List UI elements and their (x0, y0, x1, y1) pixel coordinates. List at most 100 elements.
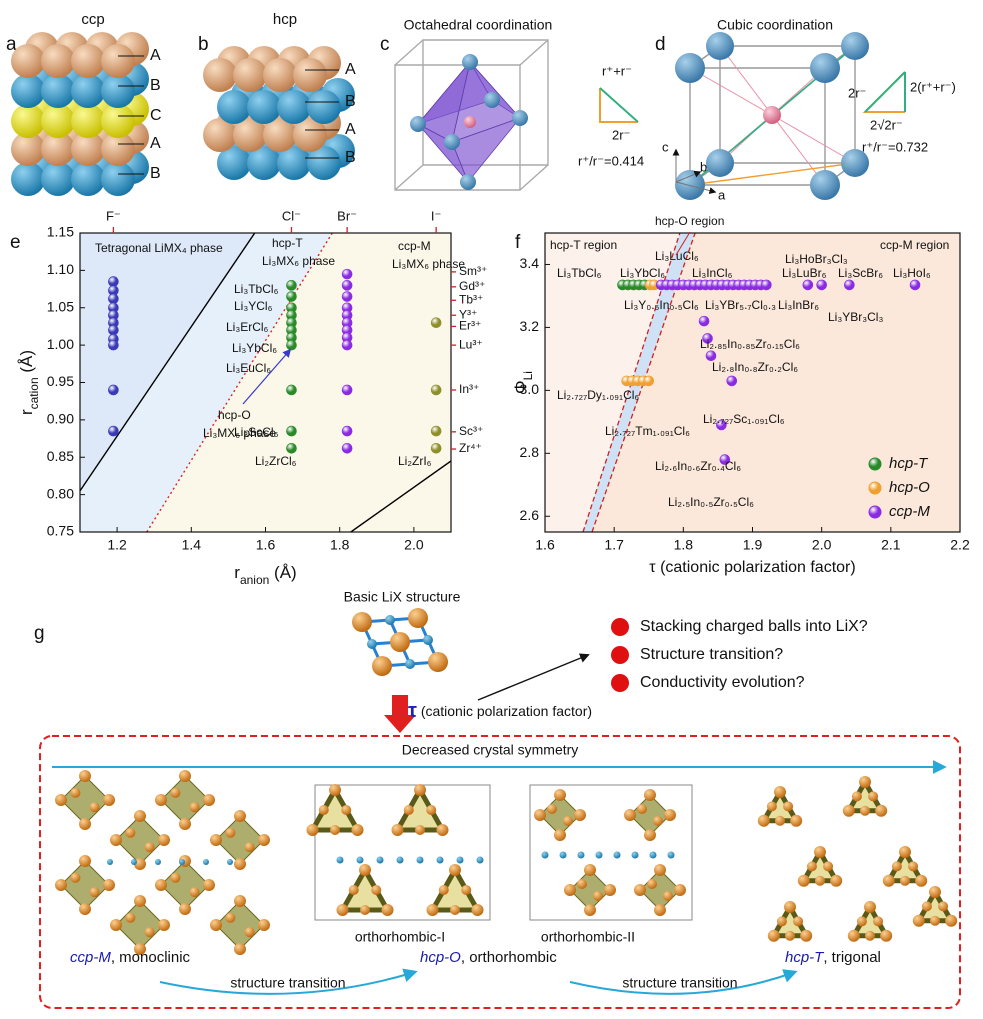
atom (330, 825, 340, 835)
triangle-label: r⁺+r⁻ (602, 63, 632, 78)
octahedron (215, 900, 265, 950)
layer-label: B (150, 77, 161, 94)
boundary-line (591, 233, 696, 532)
atom (79, 770, 91, 782)
atom (793, 916, 804, 927)
axis-title: ranion (Å) (234, 563, 296, 587)
atom (307, 90, 341, 124)
transition-label: structure transition (230, 975, 345, 991)
atom (436, 824, 449, 836)
compound-label: Li₃EuCl₆ (226, 361, 271, 375)
layer-label: C (150, 107, 162, 124)
atom (329, 784, 341, 796)
y-tick-label: 0.85 (47, 448, 74, 464)
data-point (430, 442, 442, 454)
region (545, 233, 680, 532)
atom (851, 791, 862, 802)
x-tick-label: 1.6 (535, 537, 555, 553)
data-point (341, 384, 353, 396)
atom (360, 905, 370, 915)
cation-label: Sc³⁺ (459, 424, 483, 438)
data-point (108, 339, 119, 351)
triangle-label: 2r⁻ (848, 85, 866, 100)
atom (891, 861, 902, 872)
cation-label: Sm³⁺ (459, 264, 487, 278)
atom (428, 652, 448, 672)
atom (70, 787, 81, 798)
atom (634, 884, 646, 896)
y-tick-label: 2.8 (520, 444, 540, 460)
region-label: hcp-T region (550, 238, 617, 252)
region-label: Li₃MX₆ phase (203, 426, 276, 440)
panel-title: Octahedral coordination (404, 17, 553, 33)
atom (170, 787, 181, 798)
compound-label: Li₂.₈₅In₀.₈₅Zr₀.₁₅Cl₆ (700, 337, 800, 351)
atom (381, 904, 394, 916)
y-tick-label: 2.6 (520, 507, 540, 523)
compound-label: Li₃YCl₆ (234, 299, 273, 313)
compound-label: Li₃InBr₆ (778, 298, 819, 312)
atom (577, 851, 585, 859)
axis-label: a (718, 187, 726, 202)
octahedron (115, 815, 165, 865)
atom (41, 74, 75, 108)
panel-label: d (655, 34, 666, 55)
atom (408, 608, 428, 628)
compound-label: Li₂ZrI₆ (398, 454, 432, 468)
bullet (611, 618, 629, 636)
compound-label: Li₃LuBr₆ (782, 266, 827, 280)
triangle-label: 2r⁻ (612, 127, 630, 142)
x-tick-label: 2.0 (404, 537, 424, 553)
data-point (643, 375, 655, 387)
atom (912, 914, 925, 927)
layer-label: A (150, 135, 161, 152)
atom (830, 874, 843, 887)
atom (71, 132, 105, 166)
data-point (286, 442, 297, 454)
atom (882, 874, 895, 887)
data-point (341, 442, 353, 454)
atom (654, 904, 666, 916)
panel-title: hcp (273, 11, 297, 28)
phase-kind: , orthorhombic (461, 949, 557, 966)
atom (144, 927, 155, 938)
atom (577, 879, 587, 889)
anion-label: F⁻ (106, 208, 121, 223)
compound-label: Li₃TbCl₆ (234, 282, 279, 296)
atom (462, 54, 478, 70)
layer-label: A (150, 47, 161, 64)
atom (179, 770, 191, 782)
atom (234, 943, 246, 955)
atom (41, 44, 75, 78)
atom (450, 905, 460, 915)
atom (541, 851, 549, 859)
atom (55, 794, 67, 806)
cation-label: Gd³⁺ (459, 279, 485, 293)
atom (584, 864, 596, 876)
axis-sub: Li (521, 371, 535, 380)
atom (11, 74, 45, 108)
cell-label: orthorhombic-II (541, 929, 635, 945)
atom (484, 92, 500, 108)
data-point (341, 280, 353, 291)
atom (55, 879, 67, 891)
atom (860, 805, 870, 816)
compound-label: Li₃HoI₆ (893, 266, 931, 280)
line (675, 170, 702, 183)
atom (841, 32, 869, 60)
y-tick-label: 1.05 (47, 298, 74, 314)
symmetry-label: Decreased crystal symmetry (402, 742, 579, 758)
plot-area (80, 233, 451, 532)
structure-title: Basic LiX structure (344, 589, 461, 605)
atom (155, 859, 161, 865)
atom (938, 901, 949, 912)
atom (263, 58, 297, 92)
y-tick-label: 3.2 (520, 318, 540, 334)
transition-arrow (569, 969, 798, 995)
atom (234, 810, 246, 822)
atom (179, 859, 185, 865)
center-atom (763, 106, 781, 124)
atom (277, 146, 311, 180)
atom (125, 912, 136, 923)
phase-kind: , trigonal (823, 949, 881, 966)
